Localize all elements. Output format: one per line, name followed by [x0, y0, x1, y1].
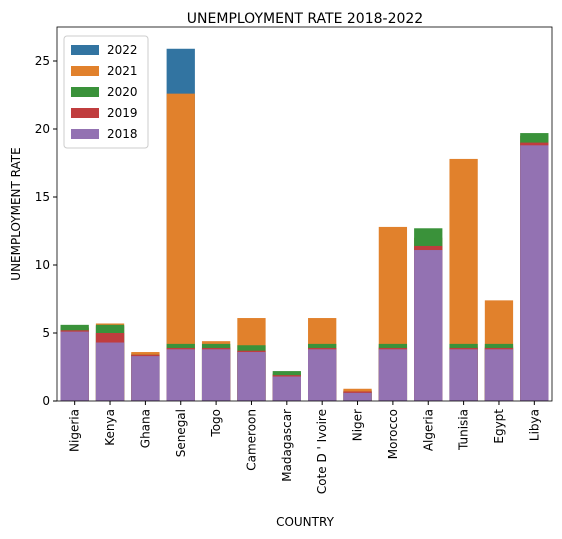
x-tick-label: Cote D ' Ivoire — [315, 409, 329, 494]
y-tick-label: 0 — [42, 394, 50, 408]
x-tick-label: Niger — [351, 409, 365, 441]
y-axis-label: UNEMPLOYMENT RATE — [9, 147, 23, 280]
x-tick-label: Togo — [209, 409, 223, 438]
legend-swatch — [71, 45, 99, 55]
legend-label: 2021 — [107, 64, 138, 78]
x-tick-label: Cameroon — [244, 409, 258, 471]
bar — [272, 376, 301, 401]
x-tick-label: Nigeria — [68, 409, 82, 452]
legend-swatch — [71, 87, 99, 97]
bar — [201, 349, 231, 401]
y-tick-label: 15 — [35, 190, 50, 204]
bar — [166, 349, 195, 401]
x-axis-label: COUNTRY — [276, 515, 334, 529]
bar — [484, 349, 514, 401]
bar — [414, 250, 443, 401]
x-tick-label: Senegal — [174, 409, 188, 457]
bar — [378, 349, 408, 401]
bar — [520, 145, 549, 401]
bar — [308, 349, 337, 401]
x-tick-label: Morocco — [386, 409, 400, 459]
legend-swatch — [71, 66, 99, 76]
bar — [449, 349, 478, 401]
legend-swatch — [71, 108, 99, 118]
y-tick-label: 20 — [35, 122, 50, 136]
legend-label: 2018 — [107, 127, 138, 141]
x-tick-label: Madagascar — [280, 409, 294, 482]
x-tick-label: Libya — [527, 409, 541, 441]
chart-title: UNEMPLOYMENT RATE 2018-2022 — [187, 11, 423, 27]
x-tick-label: Ghana — [138, 409, 152, 448]
bar — [237, 352, 266, 401]
legend-label: 2022 — [107, 43, 138, 57]
x-tick-label: Algeria — [421, 409, 435, 451]
legend-label: 2020 — [107, 85, 138, 99]
legend-box — [63, 35, 149, 149]
bar — [60, 331, 89, 401]
legend-swatch — [71, 129, 99, 139]
legend-label: 2019 — [107, 106, 138, 120]
bar — [95, 342, 125, 401]
x-tick-label: Egypt — [492, 409, 506, 444]
y-tick-label: 10 — [35, 258, 50, 272]
y-tick-label: 5 — [42, 326, 50, 340]
x-tick-label: Tunisia — [457, 409, 471, 451]
bar — [343, 392, 372, 401]
bar — [131, 356, 160, 401]
y-tick-label: 25 — [35, 54, 50, 68]
plot-frame — [56, 26, 553, 402]
x-tick-label: Kenya — [103, 409, 117, 446]
